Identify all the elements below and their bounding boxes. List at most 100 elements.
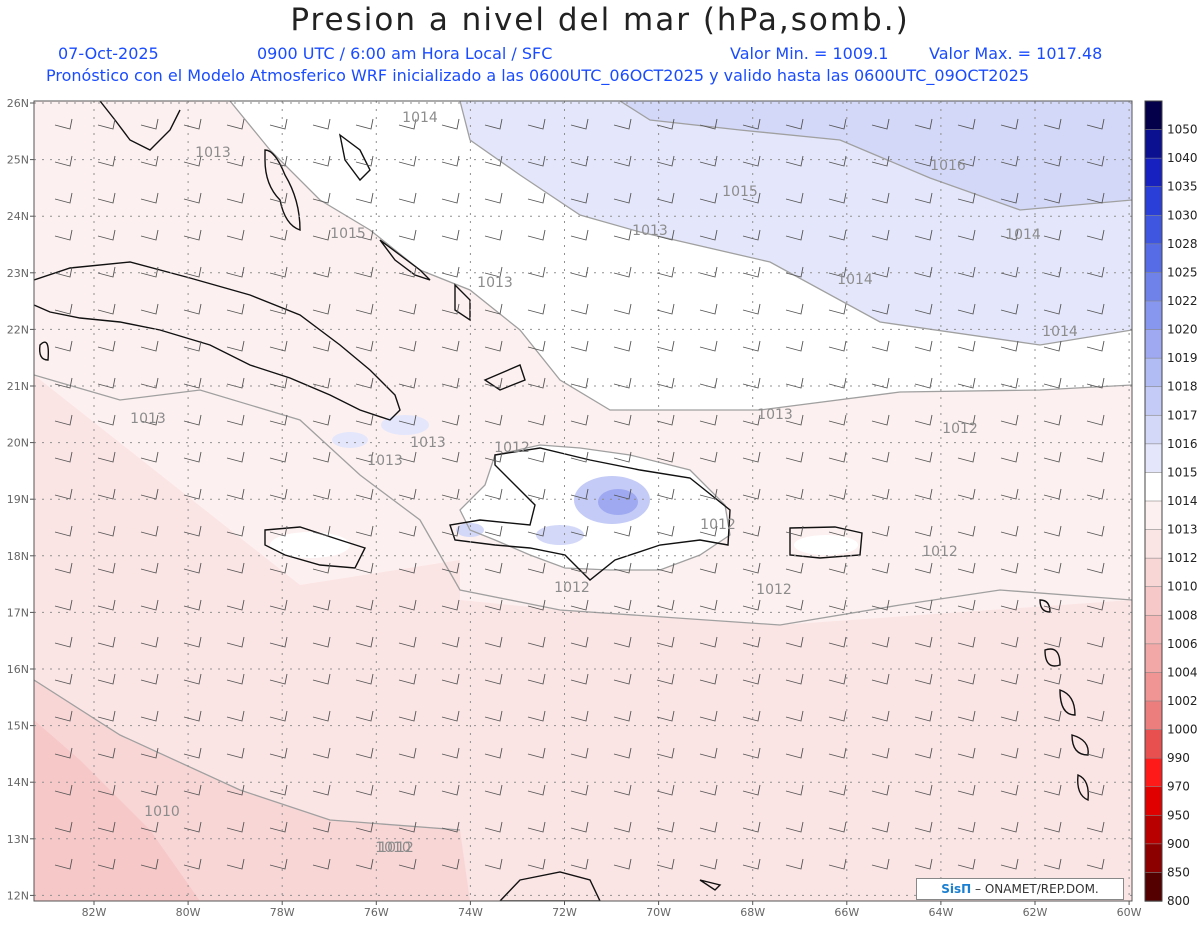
wind-barb (355, 488, 374, 500)
wind-barb (484, 710, 503, 722)
wind-barb (398, 451, 417, 463)
wind-barb (1043, 821, 1062, 833)
wind-barb (656, 562, 675, 574)
lat-tick-label: 22N (7, 323, 29, 336)
wind-barb (699, 377, 718, 389)
wind-barb (1086, 636, 1105, 648)
colorbar-label: 800 (1167, 894, 1190, 908)
lon-tick-label: 64W (928, 906, 953, 919)
wind-barb (871, 192, 890, 204)
wind-barb (785, 599, 804, 611)
wind-barb (312, 858, 331, 870)
lon-tick-label: 62W (1023, 906, 1048, 919)
contour-label: 1014 (1005, 227, 1041, 243)
wind-barb (1086, 673, 1105, 685)
colorbar-label: 950 (1167, 808, 1190, 822)
wind-barb (828, 710, 847, 722)
wind-barb (957, 229, 976, 241)
wind-barb (355, 599, 374, 611)
wind-barb (828, 636, 847, 648)
wind-barb (656, 858, 675, 870)
wind-barb (957, 636, 976, 648)
wind-barb (312, 562, 331, 574)
wind-barb (914, 266, 933, 278)
wind-barb (914, 229, 933, 241)
wind-barb (957, 488, 976, 500)
wind-barb (140, 673, 159, 685)
wind-barb (355, 192, 374, 204)
wind-barb (1043, 229, 1062, 241)
wind-barb (699, 599, 718, 611)
wind-barb (828, 155, 847, 167)
wind-barb (656, 377, 675, 389)
wind-barb (97, 562, 116, 574)
wind-barb (527, 155, 546, 167)
wind-barb (1086, 118, 1105, 130)
wind-barb (785, 451, 804, 463)
wind-barb (785, 266, 804, 278)
wind-barb (140, 858, 159, 870)
wind-barb (1086, 340, 1105, 352)
wind-barb (1043, 673, 1062, 685)
wind-barb (355, 562, 374, 574)
wind-barb (1043, 266, 1062, 278)
wind-barb (54, 599, 73, 611)
wind-barb (226, 599, 245, 611)
wind-barb (828, 340, 847, 352)
wind-barb (54, 525, 73, 537)
wind-barb (699, 229, 718, 241)
wind-barb (742, 414, 761, 426)
wind-barb (699, 266, 718, 278)
wind-barb (398, 118, 417, 130)
wind-barb (785, 525, 804, 537)
wind-barb (828, 747, 847, 759)
wind-barb (1000, 636, 1019, 648)
wind-barb (914, 710, 933, 722)
wind-barb (312, 710, 331, 722)
wind-barb (613, 673, 632, 685)
wind-barb (226, 784, 245, 796)
wind-barb (183, 784, 202, 796)
wind-barb (1000, 562, 1019, 574)
wind-barb (226, 673, 245, 685)
wind-barb (871, 747, 890, 759)
wind-barb (97, 747, 116, 759)
wind-barb (484, 229, 503, 241)
lon-tick-label: 74W (458, 906, 483, 919)
wind-barb (699, 525, 718, 537)
wind-barb (355, 673, 374, 685)
colorbar-label: 1022 (1167, 294, 1198, 308)
wind-barb (54, 747, 73, 759)
wind-barb (828, 858, 847, 870)
wind-barb (1086, 266, 1105, 278)
wind-barb (914, 784, 933, 796)
wind-barb (398, 414, 417, 426)
wind-barb (871, 340, 890, 352)
wind-barb (699, 747, 718, 759)
wind-barb (1043, 303, 1062, 315)
colorbar-label: 1028 (1167, 237, 1198, 251)
lat-tick-label: 19N (7, 493, 29, 506)
contour-label: 1013 (410, 435, 446, 451)
wind-barb (570, 858, 589, 870)
wind-barb (1086, 192, 1105, 204)
longitude-labels: 82W 80W 78W 76W 74W 72W 70W 68W 66W 64W 62W 60W (82, 901, 1142, 919)
wind-barb (1000, 525, 1019, 537)
contour-label: 1013 (367, 453, 403, 469)
wind-barb (785, 784, 804, 796)
colorbar-swatch (1144, 272, 1163, 302)
wind-barb (1043, 710, 1062, 722)
wind-barb (97, 673, 116, 685)
wind-barb (613, 488, 632, 500)
wind-barb (355, 155, 374, 167)
wind-barb (398, 821, 417, 833)
wind-barb (54, 858, 73, 870)
wind-barb (871, 784, 890, 796)
wind-barb (269, 118, 288, 130)
wind-barb (527, 451, 546, 463)
wind-barb (140, 525, 159, 537)
wind-barb (398, 377, 417, 389)
wind-barb (527, 747, 546, 759)
wind-barb (398, 599, 417, 611)
colorbar-swatch (1144, 557, 1163, 588)
